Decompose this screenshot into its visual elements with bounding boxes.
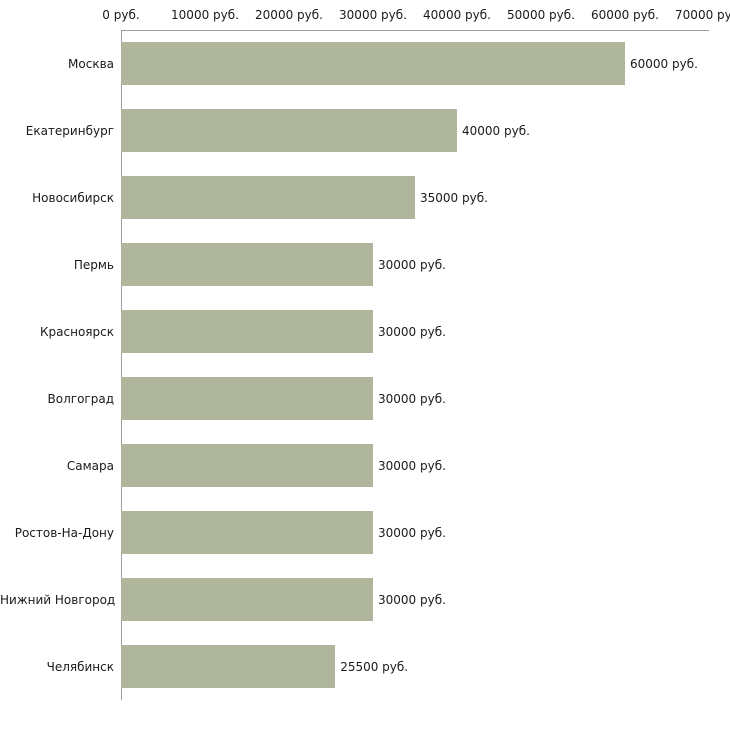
bar	[121, 176, 415, 219]
x-axis-line	[121, 30, 709, 31]
value-label: 30000 руб.	[378, 525, 446, 540]
bar-row: Самара 30000 руб.	[0, 432, 709, 499]
category-label: Новосибирск	[32, 190, 114, 205]
bar-cell: 30000 руб.	[121, 231, 709, 298]
bar-cell: 30000 руб.	[121, 432, 709, 499]
bar-cell: 40000 руб.	[121, 97, 709, 164]
bar	[121, 511, 373, 554]
value-label: 40000 руб.	[462, 123, 530, 138]
value-label: 35000 руб.	[420, 190, 488, 205]
bar-row: Челябинск 25500 руб.	[0, 633, 709, 700]
value-label: 25500 руб.	[340, 659, 409, 674]
category-label: Челябинск	[46, 659, 114, 674]
bar-row: Волгоград 30000 руб.	[0, 365, 709, 432]
bar-cell: 30000 руб.	[121, 298, 709, 365]
value-label: 30000 руб.	[378, 324, 446, 339]
bar-row: Ростов-На-Дону 30000 руб.	[0, 499, 709, 566]
bar	[121, 243, 373, 286]
category-label: Москва	[68, 56, 114, 71]
bar-row: Нижний Новгород 30000 руб.	[0, 566, 709, 633]
x-axis-tick-label: 40000 руб.	[423, 8, 491, 22]
bar	[121, 310, 373, 353]
x-axis-tick-label: 0 руб.	[102, 8, 140, 22]
value-label: 30000 руб.	[378, 592, 446, 607]
value-label: 30000 руб.	[378, 458, 446, 473]
bar-cell: 30000 руб.	[121, 499, 709, 566]
bar	[121, 377, 373, 420]
bar-rows: Москва 60000 руб. Екатеринбург 40000 руб. Но…	[0, 30, 709, 700]
category-label: Самара	[66, 458, 114, 473]
bar	[121, 109, 457, 152]
category-label: Красноярск	[40, 324, 114, 339]
category-label: Екатеринбург	[25, 123, 114, 138]
x-axis-tick-label: 20000 руб.	[255, 8, 323, 22]
x-axis-tick-label: 70000 руб.	[675, 8, 730, 22]
value-label: 60000 руб.	[630, 56, 698, 71]
bar-row: Пермь 30000 руб.	[0, 231, 709, 298]
value-label: 30000 руб.	[378, 257, 446, 272]
bar-cell: 30000 руб.	[121, 365, 709, 432]
bar-row: Красноярск 30000 руб.	[0, 298, 709, 365]
category-label: Ростов-На-Дону	[14, 525, 114, 540]
y-axis-line	[121, 30, 122, 700]
bar-cell: 60000 руб.	[121, 30, 709, 97]
category-label: Нижний Новгород	[0, 592, 116, 607]
bar	[121, 645, 336, 688]
category-label: Волгоград	[47, 391, 114, 406]
bar-cell: 25500 руб.	[121, 633, 709, 700]
bar-cell: 30000 руб.	[121, 566, 709, 633]
x-axis-tick-label: 30000 руб.	[339, 8, 407, 22]
category-label: Пермь	[73, 257, 114, 272]
bar	[121, 444, 373, 487]
bar-row: Новосибирск 35000 руб.	[0, 164, 709, 231]
bar-cell: 35000 руб.	[121, 164, 709, 231]
bar	[121, 42, 625, 85]
x-axis-tick-label: 50000 руб.	[507, 8, 575, 22]
x-axis: 0 руб. 10000 руб. 20000 руб. 30000 руб. 4000…	[102, 0, 730, 28]
bar	[121, 578, 373, 621]
value-label: 30000 руб.	[378, 391, 446, 406]
bar-row: Екатеринбург 40000 руб.	[0, 97, 709, 164]
x-axis-tick-label: 10000 руб.	[171, 8, 239, 22]
bar-row: Москва 60000 руб.	[0, 30, 709, 97]
x-axis-tick-label: 60000 руб.	[591, 8, 659, 22]
